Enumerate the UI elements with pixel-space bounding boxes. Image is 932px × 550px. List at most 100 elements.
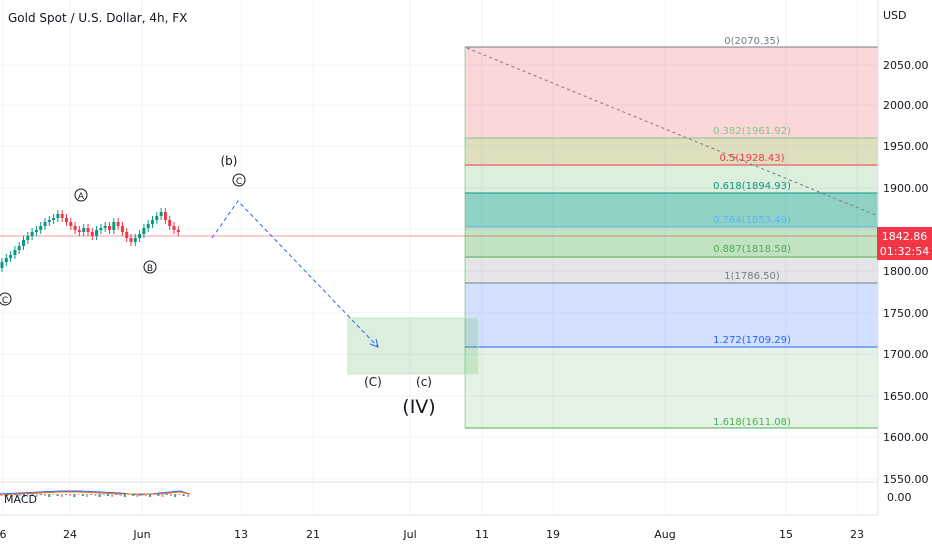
macd-histogram-bar [6,494,9,496]
macd-histogram-bar [10,494,13,497]
macd-histogram-bar [81,494,84,496]
macd-histogram-bar [170,494,172,496]
candle-body [151,220,154,224]
x-tick: 23 [850,528,864,541]
candle-body [90,232,94,236]
y-tick: 2000.00 [883,99,929,112]
candle-body [30,232,34,236]
candle-body [159,212,163,216]
y-tick: 1650.00 [883,390,929,403]
candle-body [133,238,137,242]
candle-body [9,255,13,258]
macd-histogram-bar [39,494,42,495]
macd-pane [0,490,191,497]
target-zone[interactable] [347,317,479,375]
chart-title[interactable]: Gold Spot / U.S. Dollar, 4h, FX [8,11,188,25]
candle-body [34,230,38,232]
candle-body [86,228,90,232]
candle-body [69,222,73,226]
y-tick: 2050.00 [883,59,929,72]
wave-label-b-paren: (b) [221,154,238,168]
macd-histogram-bar [144,494,147,496]
macd-histogram-bar [44,494,46,496]
macd-label[interactable]: MACD [4,493,37,506]
macd-histogram-bar [69,494,72,496]
candle-body [129,238,133,242]
y-tick: 1550.00 [883,473,929,486]
macd-histogram-bar [48,494,51,497]
candle-body [95,230,99,236]
fib-label-0887: 0.887(1818.58) [713,244,791,255]
candle-body [43,222,47,226]
candle-body [65,218,68,222]
y-tick: 1750.00 [883,307,929,320]
macd-histogram-bar [128,494,130,495]
macd-line [0,490,191,496]
candle-body [26,236,30,240]
macd-histogram-bar [174,494,177,497]
macd-histogram-bar [98,494,101,497]
macd-histogram-bar [73,494,76,497]
macd-line [0,491,191,496]
macd-histogram-bar [65,494,67,495]
fib-label-1618: 1.618(1611.08) [713,417,791,428]
x-tick: 21 [306,528,320,541]
wave-label-c-left: C [2,296,8,306]
y-tick: 1700.00 [883,348,929,361]
macd-histogram-bar [186,494,189,497]
macd-histogram-bar [149,494,151,497]
macd-histogram-bar [161,494,164,497]
current-price: 1842.86 [881,230,928,243]
macd-histogram-bar [14,494,17,495]
macd-histogram-bar [90,494,93,495]
candle-body [168,220,172,226]
candle-body [125,232,129,238]
macd-histogram-bar [94,494,97,496]
candle-body [155,216,159,220]
candle-body [60,214,64,218]
candle-body [176,230,180,232]
y-tick: 1900.00 [883,182,929,195]
candle-body [120,226,124,232]
bar-countdown: 01:32:54 [879,245,930,258]
macd-histogram-bar [111,494,114,497]
y-tick: 1600.00 [883,431,929,444]
wave-label-a: A [78,192,85,202]
wave-label-c-paren: (c) [416,375,432,389]
candle-body [163,212,167,220]
candle-body [112,222,116,230]
macd-histogram-bar [136,494,139,497]
wave-label-c-top: C [236,177,242,187]
macd-histogram-bar [86,494,88,497]
candle-body [99,228,103,230]
wave-labels: C A B (b) C (C) (c) (IV) [0,154,436,418]
y-tick: 1950.00 [883,140,929,153]
time-axis[interactable]: 6 24 Jun 13 21 Jul 11 19 Aug 15 23 [0,528,864,541]
macd-histogram-bar [132,494,135,496]
macd-histogram-bar [115,494,118,495]
candle-body [108,226,111,230]
macd-histogram-bar [157,494,160,496]
macd-histogram-bar [35,494,38,497]
macd-histogram-bar [140,494,143,495]
candle-body [77,230,81,232]
price-axis[interactable]: USD 2050.00 2000.00 1950.00 1900.00 1800… [883,9,929,504]
x-tick: Jul [402,528,416,541]
macd-histogram-bar [102,494,105,495]
macd-histogram-bar [119,494,122,496]
fib-retracement[interactable] [464,46,879,429]
macd-histogram-bar [123,494,126,497]
y-tick: 1800.00 [883,265,929,278]
wave-label-C-paren: (C) [364,375,382,389]
macd-axis-value: 0.00 [887,491,912,504]
candle-body [142,228,146,234]
candle-body [13,250,17,255]
macd-histogram-bar [107,494,109,496]
macd-histogram-bar [56,494,59,496]
candle-body [82,228,86,232]
wave-projection[interactable] [211,200,379,348]
x-tick: 24 [63,528,77,541]
x-tick: Jun [132,528,150,541]
macd-histogram-bar [18,494,21,496]
